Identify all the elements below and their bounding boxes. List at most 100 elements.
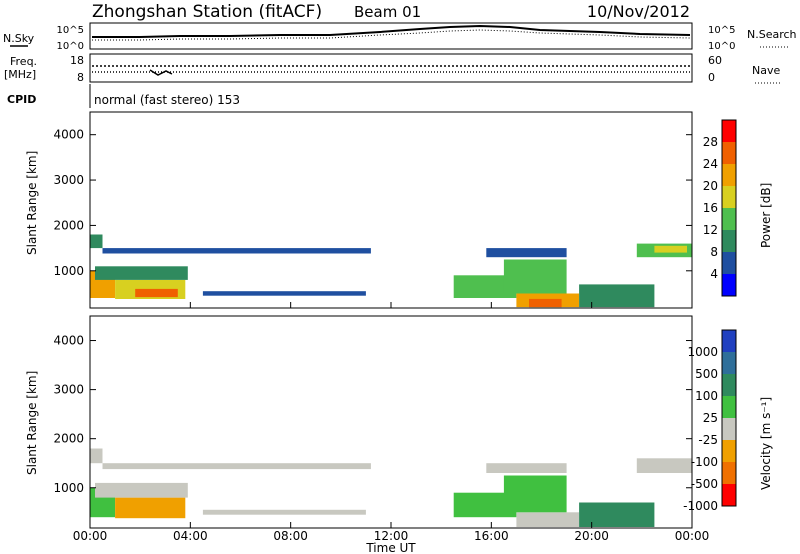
power-colorbar: 4 8 12 16 20 24 28 bbox=[703, 119, 737, 297]
scatter-cell bbox=[135, 507, 178, 517]
velocity-colorbar-swatch bbox=[722, 352, 736, 374]
scatter-cell bbox=[202, 291, 366, 296]
y-tick-label: 3000 bbox=[53, 173, 84, 187]
y-tick-label: 4000 bbox=[53, 128, 84, 142]
noise-tick-right-bottom: 10^0 bbox=[708, 41, 735, 52]
velocity-colorbar-swatch bbox=[722, 440, 736, 462]
date-label: 10/Nov/2012 bbox=[587, 2, 690, 21]
freq-label: Freq. bbox=[10, 55, 37, 68]
xlabel: Time UT bbox=[365, 541, 416, 554]
freq-unit-label: [MHz] bbox=[4, 68, 36, 81]
velocity-colorbar-tick: 100 bbox=[695, 389, 718, 403]
power-cells bbox=[90, 234, 692, 308]
nsky-series bbox=[92, 24, 691, 38]
nave-tick-bottom: 0 bbox=[708, 71, 715, 84]
velocity-colorbar-swatch bbox=[722, 396, 736, 418]
power-colorbar-swatch bbox=[722, 252, 736, 274]
noise-frame bbox=[89, 22, 693, 50]
velocity-colorbar-tick: -500 bbox=[691, 477, 718, 491]
cpid-panel: CPID normal (fast stereo) 153 bbox=[7, 84, 240, 108]
scatter-cell bbox=[95, 482, 188, 498]
y-tick-label: 3000 bbox=[53, 383, 84, 397]
velocity-colorbar-swatch bbox=[722, 330, 736, 352]
nave-label: Nave bbox=[752, 64, 780, 77]
velocity-ylabel: Slant Range [km] bbox=[25, 371, 39, 475]
power-colorbar-tick: 16 bbox=[703, 201, 718, 215]
freq-panel: Freq. [MHz] 18 8 60 0 Nave bbox=[4, 53, 780, 84]
velocity-colorbar-swatch bbox=[722, 462, 736, 484]
x-tick-label: 00:00 bbox=[675, 529, 710, 543]
velocity-colorbar-tick: -100 bbox=[691, 455, 718, 469]
freq-frame bbox=[89, 53, 693, 83]
cpid-text: normal (fast stereo) 153 bbox=[94, 93, 240, 107]
scatter-cell bbox=[95, 266, 188, 280]
x-tick-label: 12:00 bbox=[374, 529, 409, 543]
scatter-cell bbox=[529, 518, 562, 527]
y-tick-label: 1000 bbox=[53, 481, 84, 495]
x-tick-label: 08:00 bbox=[273, 529, 308, 543]
scatter-cell bbox=[90, 234, 103, 249]
velocity-panel: 1000 2000 3000 4000 Slant Range [km] bbox=[25, 315, 693, 529]
velocity-colorbar-tick: 1000 bbox=[687, 345, 718, 359]
scatter-cell bbox=[503, 475, 567, 513]
velocity-colorbar-tick: 25 bbox=[703, 411, 718, 425]
power-colorbar-swatch bbox=[722, 164, 736, 186]
freq-dip bbox=[149, 69, 173, 76]
scatter-cell bbox=[486, 248, 567, 258]
power-colorbar-label: Power [dB] bbox=[759, 183, 773, 248]
power-colorbar-tick: 12 bbox=[703, 223, 718, 237]
nsky-label: N.Sky bbox=[3, 32, 35, 45]
power-colorbar-swatch bbox=[722, 274, 736, 296]
power-colorbar-frame bbox=[721, 119, 737, 297]
velocity-colorbar-frame bbox=[721, 329, 737, 507]
power-colorbar-tick: 28 bbox=[703, 135, 718, 149]
station-title: Zhongshan Station (fitACF) bbox=[92, 2, 322, 22]
scatter-cell bbox=[486, 463, 567, 473]
y-tick-label: 2000 bbox=[53, 218, 84, 232]
velocity-axes: 1000 2000 3000 4000 bbox=[53, 334, 693, 528]
nave-tick-top: 60 bbox=[708, 54, 722, 67]
x-tick-label: 20:00 bbox=[574, 529, 609, 543]
noise-tick-left-bottom: 10^0 bbox=[57, 41, 84, 52]
scatter-cell bbox=[503, 259, 567, 294]
velocity-colorbar-swatch bbox=[722, 374, 736, 396]
power-colorbar-tick: 24 bbox=[703, 157, 718, 171]
power-colorbar-swatch bbox=[722, 120, 736, 142]
beam-label: Beam 01 bbox=[354, 3, 421, 21]
power-colorbar-swatch bbox=[722, 186, 736, 208]
scatter-cell bbox=[654, 460, 687, 469]
velocity-colorbar-label: Velocity [m s⁻¹] bbox=[759, 397, 773, 490]
power-colorbar-tick: 4 bbox=[710, 267, 718, 281]
scatter-cell bbox=[102, 248, 371, 254]
noise-tick-left-top: 10^5 bbox=[57, 25, 84, 36]
power-axes: 1000 2000 3000 4000 bbox=[53, 128, 693, 308]
velocity-colorbar-tick: -1000 bbox=[683, 499, 718, 513]
scatter-cell bbox=[529, 298, 562, 308]
scatter-cell bbox=[135, 288, 178, 298]
scatter-cell bbox=[102, 463, 371, 470]
scatter-cell bbox=[579, 502, 655, 527]
x-tick-labels: 00:00 04:00 08:00 12:00 16:00 20:00 00:00 bbox=[73, 529, 710, 543]
y-tick-label: 4000 bbox=[53, 334, 84, 348]
power-panel: 1000 2000 3000 4000 Slant Range [km] bbox=[25, 111, 693, 309]
scatter-cell bbox=[453, 275, 517, 298]
noise-tick-right-top: 10^5 bbox=[708, 25, 735, 36]
velocity-colorbar-tick: 500 bbox=[695, 367, 718, 381]
velocity-colorbar-tick: -25 bbox=[698, 433, 718, 447]
power-colorbar-swatch bbox=[722, 208, 736, 230]
x-tick-label: 04:00 bbox=[173, 529, 208, 543]
power-colorbar-tick: 20 bbox=[703, 179, 718, 193]
x-tick-label: 16:00 bbox=[474, 529, 509, 543]
scatter-cell bbox=[90, 448, 103, 464]
freq-tick-top: 18 bbox=[70, 54, 84, 67]
freq-tick-bottom: 8 bbox=[77, 71, 84, 84]
cpid-label: CPID bbox=[7, 93, 36, 106]
nsearch-label: N.Search bbox=[747, 28, 797, 41]
y-tick-label: 2000 bbox=[53, 432, 84, 446]
power-colorbar-tick: 8 bbox=[710, 245, 718, 259]
velocity-cells bbox=[90, 448, 692, 527]
power-colorbar-swatch bbox=[722, 142, 736, 164]
velocity-colorbar: 1000 500 100 25 -25 -100 -500 -1000 bbox=[683, 329, 737, 513]
x-tick-label: 00:00 bbox=[73, 529, 108, 543]
